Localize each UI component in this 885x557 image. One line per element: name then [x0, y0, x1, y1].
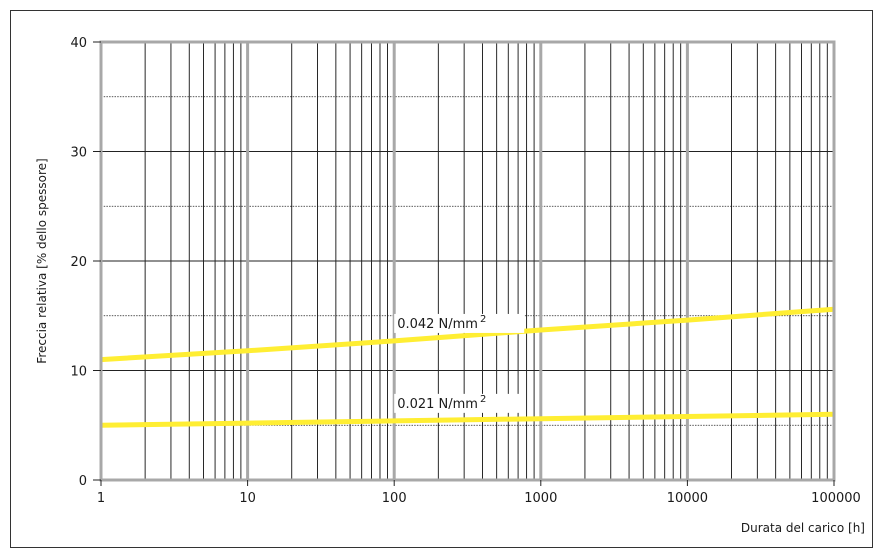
series-line-2 [101, 414, 834, 425]
x-tick-label: 100 [382, 491, 407, 506]
x-tick-label: 10 [239, 491, 256, 506]
y-axis-title: Freccia relativa [% dello spessore] [35, 158, 49, 363]
y-tick-label: 0 [79, 474, 87, 489]
series-label: 0.042 N/mm 2 [397, 314, 486, 332]
series-label-superscript: 2 [480, 314, 486, 325]
series-label-text: 0.021 N/mm [397, 397, 478, 412]
y-tick-label: 10 [70, 365, 87, 380]
x-axis-title: Durata del carico [h] [741, 521, 865, 535]
series-label: 0.021 N/mm 2 [397, 394, 486, 412]
x-tick-label: 10000 [667, 491, 708, 506]
y-tick-label: 40 [70, 36, 87, 51]
y-tick-label: 30 [70, 146, 87, 161]
x-tick-label: 100000 [811, 491, 861, 506]
series-label-superscript: 2 [480, 394, 486, 405]
y-tick-label: 20 [70, 255, 87, 270]
x-tick-label: 1000 [524, 491, 557, 506]
series-label-text: 0.042 N/mm [397, 317, 478, 332]
x-tick-label: 1 [97, 491, 105, 506]
series-layer: 0.042 N/mm 20.021 N/mm 2 [101, 309, 834, 425]
